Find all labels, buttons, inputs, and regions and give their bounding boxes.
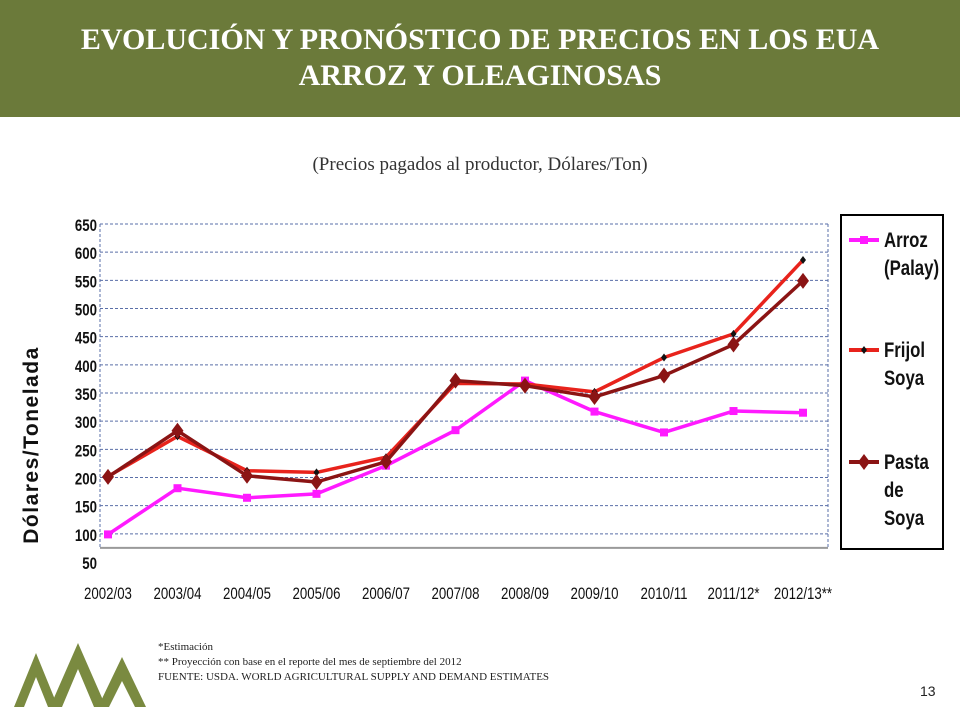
series-point xyxy=(451,426,460,435)
series-point xyxy=(310,474,323,491)
title-banner: EVOLUCIÓN Y PRONÓSTICO DE PRECIOS EN LOS… xyxy=(0,0,960,117)
legend-label: Pasta xyxy=(884,451,929,474)
series-point xyxy=(313,468,320,477)
y-tick-label: 650 xyxy=(75,217,97,236)
y-tick-label: 550 xyxy=(75,273,97,292)
legend-entry: Pasta de Soya xyxy=(849,451,929,531)
legend-label: Frijol xyxy=(884,339,925,362)
y-tick-label: 250 xyxy=(75,442,97,461)
series-arroz-palay- xyxy=(104,376,807,539)
series-point xyxy=(658,367,670,384)
series-point xyxy=(104,530,112,539)
series-point xyxy=(799,408,807,417)
legend-label: Arroz xyxy=(884,229,928,252)
series-point xyxy=(590,407,599,416)
series-point xyxy=(102,468,114,485)
series-point xyxy=(519,377,531,394)
series-pasta-de-soya xyxy=(102,272,809,491)
x-tick-label: 2012/13** xyxy=(774,585,832,604)
series-point xyxy=(312,489,321,498)
series-point xyxy=(730,329,737,338)
x-tick-label: 2011/12* xyxy=(707,585,759,604)
legend-label: Soya xyxy=(884,367,925,390)
series-point xyxy=(380,453,392,470)
series-point xyxy=(171,422,184,439)
chart-legend: Arroz (Palay) Frijol Soya Pasta de Soya xyxy=(840,214,944,550)
series-point xyxy=(797,272,809,289)
series-point xyxy=(243,493,251,502)
title-line-1: EVOLUCIÓN Y PRONÓSTICO DE PRECIOS EN LOS… xyxy=(80,23,880,56)
y-tick-label: 200 xyxy=(75,470,97,489)
series-point xyxy=(861,346,867,354)
footnotes: *Estimación ** Proyección con base en el… xyxy=(158,640,549,685)
series-point xyxy=(860,236,868,244)
page-title: EVOLUCIÓN Y PRONÓSTICO DE PRECIOS EN LOS… xyxy=(0,22,960,94)
footnote-source: FUENTE: USDA. WORLD AGRICULTURAL SUPPLY … xyxy=(158,671,550,683)
chart-subtitle: (Precios pagados al productor, Dólares/T… xyxy=(312,154,648,175)
series-point xyxy=(727,336,740,353)
x-tick-label: 2010/11 xyxy=(641,585,688,604)
x-tick-label: 2002/03 xyxy=(84,585,132,604)
y-axis-title: Dólares/Tonelada xyxy=(20,346,43,544)
footnote-projection: ** Proyección con base en el reporte del… xyxy=(158,656,462,668)
title-line-2: ARROZ Y OLEAGINOSAS xyxy=(298,59,662,92)
footnote-estimate: *Estimación xyxy=(158,641,213,653)
y-tick-label: 50 xyxy=(82,555,97,574)
x-tick-label: 2008/09 xyxy=(501,585,549,604)
series-point xyxy=(800,256,806,265)
x-tick-label: 2004/05 xyxy=(223,585,271,604)
series-point xyxy=(449,372,462,389)
legend-entry: Frijol Soya xyxy=(849,339,925,391)
series-line xyxy=(107,378,804,536)
series-point xyxy=(729,407,738,416)
y-tick-label: 600 xyxy=(75,245,97,264)
series-point xyxy=(858,454,870,470)
x-tick-label: 2006/07 xyxy=(362,585,410,604)
legend-label: (Palay) xyxy=(884,257,939,280)
y-tick-label: 100 xyxy=(75,526,97,545)
y-tick-label: 400 xyxy=(75,357,97,376)
page-number: 13 xyxy=(920,683,936,699)
y-tick-label: 350 xyxy=(75,386,97,405)
series-point xyxy=(173,484,182,493)
y-tick-label: 500 xyxy=(75,301,97,320)
series-point xyxy=(661,353,667,362)
x-tick-label: 2003/04 xyxy=(154,585,202,604)
price-line-chart: 50 100 150 200 250 300 350 400 450 500 550 600 650 20… xyxy=(20,214,944,604)
legend-label: de xyxy=(884,479,904,502)
series-point xyxy=(241,467,253,484)
series-point xyxy=(588,388,601,405)
legend-box xyxy=(840,214,944,550)
y-tick-label: 450 xyxy=(75,329,97,348)
legend-label: Soya xyxy=(884,507,925,530)
x-tick-label: 2009/10 xyxy=(571,585,619,604)
x-tick-label: 2005/06 xyxy=(293,585,341,604)
x-tick-label: 2007/08 xyxy=(432,585,480,604)
y-tick-label: 300 xyxy=(75,414,97,433)
mountains-logo-icon xyxy=(14,643,146,707)
series-frijol-soya xyxy=(105,256,806,481)
series-line xyxy=(107,258,805,478)
series-point xyxy=(660,428,668,437)
legend-entry: Arroz (Palay) xyxy=(849,229,939,281)
y-tick-label: 150 xyxy=(75,498,97,517)
